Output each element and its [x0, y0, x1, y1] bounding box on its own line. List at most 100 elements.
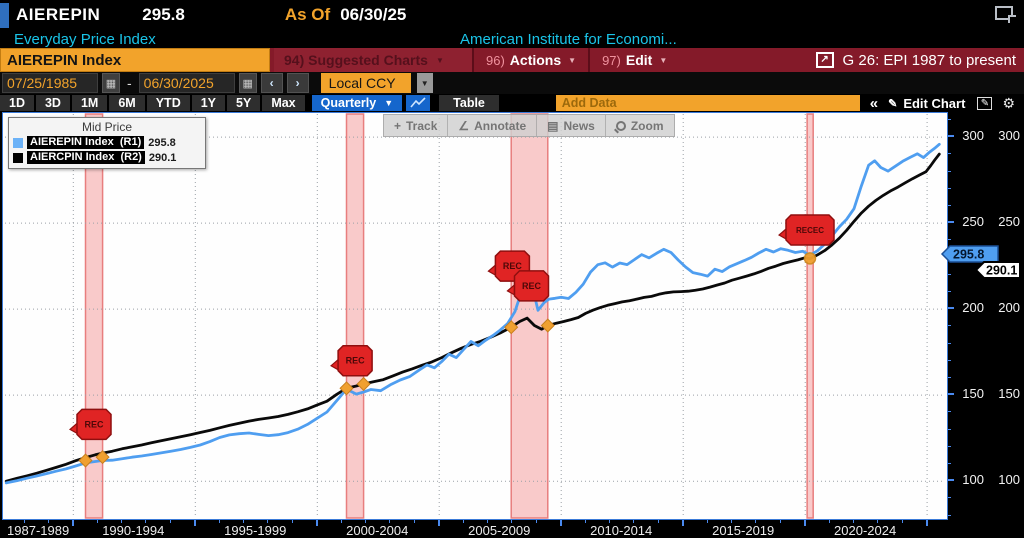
- rec-marker-label: RECEC: [796, 226, 824, 235]
- rec-marker[interactable]: [76, 408, 112, 441]
- r2-price-badge: [974, 261, 1021, 279]
- chart-tools-overlay: + Track ∠ Annotate ▤ News Zoom: [383, 114, 675, 137]
- currency-caret-button[interactable]: ▼: [416, 73, 433, 93]
- x-axis-label: 1987-1989: [7, 523, 70, 538]
- currency-select[interactable]: Local CCY: [320, 73, 411, 93]
- y-axis-minor-tick: [948, 204, 951, 206]
- series-line-r2[interactable]: [4, 152, 941, 483]
- x-axis-minor-tick: [389, 520, 391, 523]
- prev-period-button[interactable]: ‹: [260, 73, 283, 93]
- y-axis-label-r2: 100: [998, 472, 1020, 488]
- screen-share-icon[interactable]: [995, 6, 1016, 23]
- x-axis-minor-tick: [340, 520, 342, 523]
- actions-menu[interactable]: 96) Actions ▼: [472, 48, 588, 72]
- event-diamond-marker: [78, 453, 93, 468]
- x-axis-minor-tick: [609, 520, 610, 523]
- dropdown-caret-icon: ▼: [568, 55, 577, 65]
- export-icon[interactable]: ↗: [815, 52, 834, 68]
- rec-marker-arrow: [778, 227, 787, 241]
- track-tool[interactable]: + Track: [384, 115, 449, 136]
- x-axis-major-tick: [194, 520, 197, 526]
- range-ytd[interactable]: YTD: [146, 95, 190, 111]
- range-1m[interactable]: 1M: [71, 95, 108, 111]
- x-axis-major-tick: [438, 520, 441, 526]
- suggested-charts-label: 94) Suggested Charts: [284, 52, 428, 68]
- x-axis-minor-tick: [877, 520, 879, 523]
- event-diamond-marker: [95, 450, 110, 465]
- dropdown-caret-icon: ▼: [435, 55, 444, 65]
- x-axis-minor-tick: [291, 520, 293, 523]
- y-axis-label-r2: 300: [998, 128, 1020, 144]
- y-axis-minor-tick: [948, 359, 951, 361]
- event-circle-marker: [803, 252, 817, 265]
- legend-entry[interactable]: AIERCPIN Index (R2) 290.1: [13, 151, 201, 164]
- range-1y[interactable]: 1Y: [191, 95, 226, 111]
- security-input[interactable]: [0, 48, 270, 72]
- range-5y[interactable]: 5Y: [227, 95, 261, 111]
- table-button[interactable]: Table: [439, 95, 499, 111]
- edit-menu[interactable]: 97) Edit ▼: [588, 48, 679, 72]
- x-axis-label: 2015-2019: [712, 523, 775, 538]
- y-axis-minor-tick: [948, 239, 951, 241]
- chart-legend[interactable]: Mid Price AIEREPIN Index (R1) 295.8 AIER…: [8, 117, 206, 169]
- rec-marker[interactable]: [513, 270, 550, 302]
- y-axis-major-tick: [948, 479, 954, 482]
- y-axis-label-r2: 250: [998, 214, 1020, 230]
- line-chart-button[interactable]: [406, 95, 431, 111]
- y-axis-minor-tick: [948, 170, 951, 172]
- y-axis-minor-tick: [948, 376, 951, 378]
- series-line-r1[interactable]: [4, 142, 941, 485]
- x-axis-major-tick: [560, 520, 563, 526]
- news-tool[interactable]: ▤ News: [537, 115, 606, 136]
- y-axis-minor-tick: [948, 411, 951, 413]
- x-axis-minor-tick: [535, 520, 537, 523]
- next-period-button[interactable]: ›: [286, 73, 309, 93]
- rec-marker[interactable]: [785, 214, 835, 246]
- rec-marker-arrow: [330, 358, 339, 371]
- event-diamond-marker: [356, 376, 371, 392]
- suggested-charts-button[interactable]: 94) Suggested Charts ▼: [274, 48, 472, 72]
- x-axis-major-tick: [926, 520, 929, 526]
- y-axis-minor-tick: [948, 325, 951, 327]
- line-chart-icon: [410, 97, 426, 108]
- annotate-tool[interactable]: ∠ Annotate: [448, 115, 538, 136]
- track-icon: +: [394, 118, 402, 133]
- range-6m[interactable]: 6M: [109, 95, 145, 111]
- range-max[interactable]: Max: [262, 95, 305, 111]
- y-axis-minor-tick: [948, 445, 951, 447]
- security-source: American Institute for Economi...: [460, 30, 677, 48]
- dropdown-caret-icon: ▼: [659, 55, 668, 65]
- edit-chart-button[interactable]: ✎ Edit Chart: [888, 96, 965, 111]
- x-axis-minor-tick: [218, 520, 220, 523]
- legend-label: AIEREPIN Index (R1): [27, 136, 145, 149]
- collapse-button[interactable]: «: [869, 94, 879, 112]
- title-bar: AIEREPIN 295.8 As Of 06/30/25: [0, 0, 1024, 30]
- x-axis-minor-tick: [657, 520, 659, 523]
- x-axis-minor-tick: [511, 520, 513, 523]
- end-date-field[interactable]: [138, 73, 235, 93]
- chart-settings-icon[interactable]: ✎: [977, 96, 993, 110]
- as-of-date: 06/30/25: [340, 5, 407, 24]
- start-date-field[interactable]: [2, 73, 98, 93]
- zoom-tool[interactable]: Zoom: [606, 115, 674, 136]
- calendar-icon[interactable]: ▦: [238, 73, 257, 93]
- zoom-label: Zoom: [630, 118, 664, 133]
- x-axis-minor-tick: [121, 520, 123, 523]
- x-axis-minor-tick: [730, 520, 732, 523]
- frequency-select[interactable]: Quarterly ▼: [311, 95, 403, 111]
- recession-band: [345, 113, 365, 519]
- x-axis-major-tick: [316, 520, 319, 526]
- calendar-icon[interactable]: ▦: [102, 73, 120, 93]
- add-data-input[interactable]: [555, 95, 860, 111]
- y-axis-label-r1: 150: [962, 386, 984, 402]
- zoom-icon: [615, 120, 626, 131]
- range-1d[interactable]: 1D: [0, 95, 34, 111]
- panel-tab-marker[interactable]: [0, 2, 9, 28]
- rec-marker[interactable]: [337, 344, 373, 377]
- y-axis-major-tick: [948, 221, 954, 224]
- gear-icon[interactable]: ⚙: [1002, 94, 1015, 111]
- range-3d[interactable]: 3D: [35, 95, 70, 111]
- x-axis-minor-tick: [633, 520, 635, 523]
- plot-area[interactable]: REC REC REC REC RECEC Mid Price AIEREPIN Ind…: [2, 112, 948, 520]
- legend-entry[interactable]: AIEREPIN Index (R1) 295.8: [13, 136, 201, 149]
